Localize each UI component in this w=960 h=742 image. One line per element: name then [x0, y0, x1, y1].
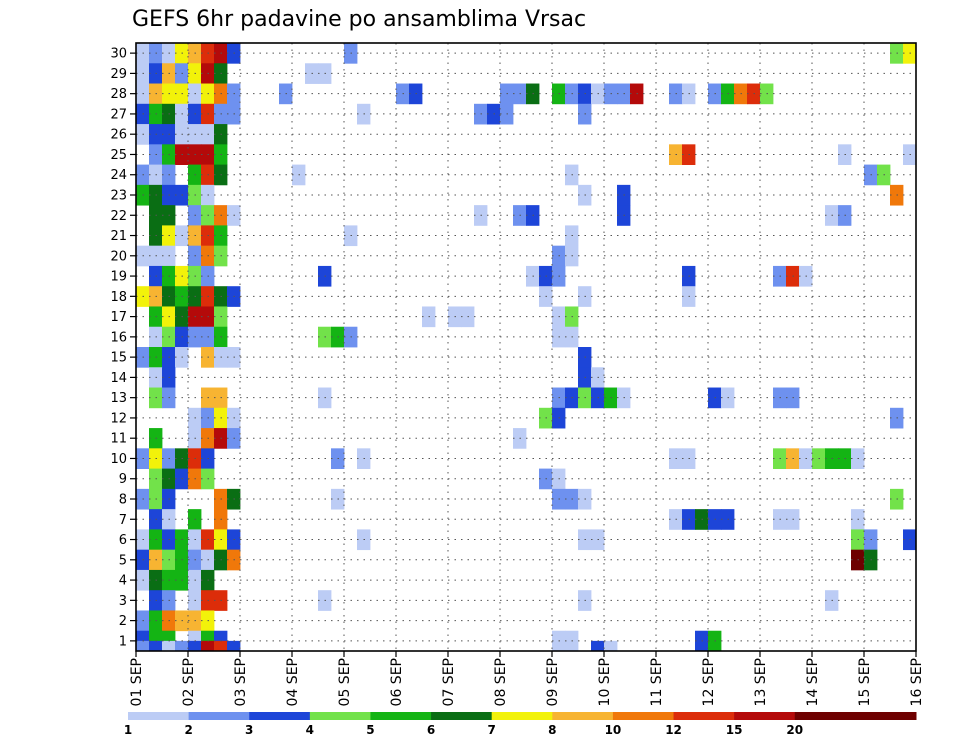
x-tick-label: 14 SEP [805, 658, 821, 706]
y-tick-label: 12 [110, 411, 127, 426]
colorbar-segment [855, 712, 917, 720]
y-tick-label: 24 [110, 168, 127, 183]
colorbar-label: 12 [665, 723, 682, 737]
heatmap-cell [591, 640, 605, 652]
y-tick-label: 10 [110, 452, 127, 467]
x-tick-label: 01 SEP [129, 658, 145, 706]
y-tick-label: 30 [110, 47, 127, 62]
y-tick-label: 16 [110, 330, 127, 345]
y-tick-label: 13 [110, 391, 127, 406]
y-tick-label: 14 [110, 371, 127, 386]
x-tick-label: 15 SEP [857, 658, 873, 706]
y-tick-label: 9 [119, 472, 127, 487]
colorbar-segment [552, 712, 614, 720]
heatmap-cell [136, 640, 150, 652]
y-tick-label: 15 [110, 351, 127, 366]
x-tick-label: 13 SEP [753, 658, 769, 706]
y-tick-label: 20 [110, 249, 127, 264]
y-tick-label: 21 [110, 229, 127, 244]
y-tick-label: 27 [110, 107, 127, 122]
colorbar-label: 1 [124, 723, 132, 737]
y-axis: 1234567891011121314151617181920212223242… [110, 47, 136, 649]
y-tick-label: 22 [110, 209, 127, 224]
colorbar-label: 5 [366, 723, 374, 737]
colorbar-label: 4 [306, 723, 314, 737]
y-tick-label: 5 [119, 553, 127, 568]
heatmap-cell [162, 640, 176, 652]
colorbar-segment [612, 712, 675, 720]
chart-title: GEFS 6hr padavine po ansamblima Vrsac [132, 7, 586, 32]
y-tick-label: 17 [110, 310, 127, 325]
heatmap-cell [227, 640, 241, 652]
plot-frame [135, 42, 917, 652]
colorbar-segment [491, 712, 553, 720]
y-tick-label: 23 [110, 189, 127, 204]
colorbar-label: 10 [605, 723, 622, 737]
x-tick-label: 05 SEP [337, 658, 353, 706]
colorbar-segment [188, 712, 250, 720]
colorbar-segment [128, 712, 190, 720]
x-tick-label: 04 SEP [285, 658, 301, 706]
colorbar-label: 2 [184, 723, 192, 737]
colorbar-segment [309, 712, 371, 720]
y-tick-label: 29 [110, 67, 127, 82]
colorbar-label: 7 [488, 723, 496, 737]
x-tick-label: 06 SEP [389, 658, 405, 706]
y-tick-label: 26 [110, 128, 127, 143]
x-tick-label: 12 SEP [701, 658, 717, 706]
x-tick-label: 02 SEP [181, 658, 197, 706]
colorbar-label: 8 [548, 723, 556, 737]
colorbar: 1 2 3 4 5 6 7 8 10 12 15 20 [124, 712, 917, 737]
x-tick-label: 16 SEP [909, 658, 925, 706]
heatmap-cell [201, 640, 215, 652]
colorbar-label: 20 [786, 723, 803, 737]
heatmap-cell [214, 640, 228, 652]
colorbar-segment [673, 712, 735, 720]
x-tick-label: 09 SEP [545, 658, 561, 706]
colorbar-segment [370, 712, 432, 720]
y-tick-label: 3 [119, 594, 127, 609]
colorbar-segment [794, 712, 856, 720]
y-tick-label: 11 [110, 432, 127, 447]
y-tick-label: 8 [119, 493, 127, 508]
heatmap-cell [149, 640, 163, 652]
y-tick-label: 6 [119, 533, 127, 548]
heatmap-cell [175, 640, 189, 652]
x-tick-label: 03 SEP [233, 658, 249, 706]
y-tick-label: 2 [119, 614, 127, 629]
y-tick-label: 1 [119, 634, 127, 649]
x-tick-label: 11 SEP [649, 658, 665, 706]
colorbar-label: 15 [726, 723, 743, 737]
y-tick-label: 7 [119, 513, 127, 528]
y-tick-label: 28 [110, 87, 127, 102]
heatmap-cell [604, 640, 618, 652]
x-axis: 01 SEP 02 SEP 03 SEP 04 SEP 05 SEP 06 SEP 07 S… [129, 651, 925, 706]
x-tick-label: 08 SEP [493, 658, 509, 706]
y-tick-label: 18 [110, 290, 127, 305]
colorbar-segment [431, 712, 493, 720]
colorbar-label: 3 [245, 723, 253, 737]
y-tick-label: 25 [110, 148, 127, 163]
colorbar-label: 6 [427, 723, 435, 737]
colorbar-segment [249, 712, 311, 720]
x-tick-label: 07 SEP [441, 658, 457, 706]
colorbar-segment [734, 712, 796, 720]
heatmap-cell [188, 640, 202, 652]
y-tick-label: 4 [119, 574, 127, 589]
grid-lines [135, 43, 917, 651]
y-tick-label: 19 [110, 270, 127, 285]
x-tick-label: 10 SEP [597, 658, 613, 706]
